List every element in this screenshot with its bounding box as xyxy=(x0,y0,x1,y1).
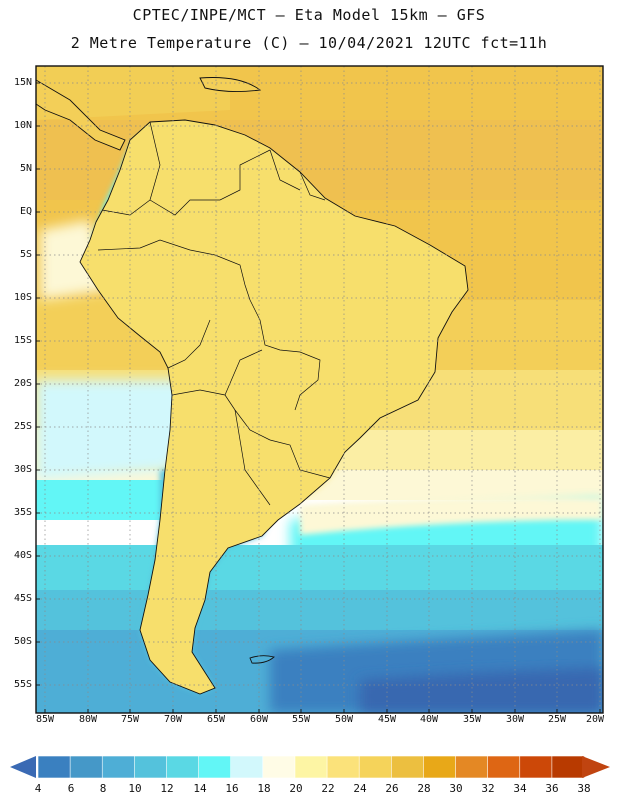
colorbar-swatch xyxy=(455,755,489,779)
colorbar-label: 16 xyxy=(225,782,239,795)
colorbar-swatch xyxy=(101,755,136,779)
colorbar xyxy=(10,755,610,779)
lat-label: 10N xyxy=(13,120,32,131)
colorbar-swatch xyxy=(134,755,168,779)
lat-label: 25S xyxy=(13,421,32,432)
colorbar-label: 10 xyxy=(128,782,142,795)
colorbar-label: 26 xyxy=(385,782,399,795)
lon-label: 60W xyxy=(249,714,269,725)
coastlines xyxy=(36,77,469,695)
title-line-1: CPTEC/INPE/MCT – Eta Model 15km – GFS xyxy=(132,6,486,24)
title-line-2: 2 Metre Temperature (C) – 10/04/2021 12U… xyxy=(70,34,548,52)
country-borders xyxy=(97,121,331,506)
lon-label: 35W xyxy=(462,714,482,725)
lat-label: 20S xyxy=(13,378,32,389)
colorbar-low-arrow xyxy=(10,756,36,778)
colorbar-label: 24 xyxy=(353,782,367,795)
lon-label: 45W xyxy=(377,714,397,725)
colorbar-label: 32 xyxy=(481,782,495,795)
lon-label: 85W xyxy=(35,714,55,725)
lat-label: 5N xyxy=(19,163,32,174)
colorbar-label: 18 xyxy=(257,782,271,795)
lon-label: 75W xyxy=(120,714,140,725)
lon-label: 25W xyxy=(547,714,567,725)
colorbar-label: 6 xyxy=(67,782,75,795)
colorbar-label: 22 xyxy=(321,782,335,795)
colorbar-swatch xyxy=(230,755,264,779)
grid-lines xyxy=(36,66,603,713)
colorbar-label: 20 xyxy=(289,782,303,795)
colorbar-swatch xyxy=(69,755,104,779)
lon-label: 80W xyxy=(78,714,98,725)
lon-label: 20W xyxy=(585,714,605,725)
lat-label: 30S xyxy=(13,464,32,475)
colorbar-swatch xyxy=(326,755,360,779)
colorbar-swatch xyxy=(294,755,328,779)
colorbar-label: 14 xyxy=(193,782,207,795)
colorbar-swatch xyxy=(166,755,200,779)
lat-label: 50S xyxy=(13,636,32,647)
colorbar-swatch xyxy=(358,755,393,779)
lat-label: EQ xyxy=(19,206,32,217)
lat-label: 10S xyxy=(13,292,32,303)
lon-label: 30W xyxy=(505,714,525,725)
colorbar-label: 30 xyxy=(449,782,463,795)
lon-label: 70W xyxy=(163,714,183,725)
colorbar-high-arrow xyxy=(582,756,610,778)
lat-label: 5S xyxy=(19,249,32,260)
colorbar-label: 12 xyxy=(160,782,174,795)
lon-label: 40W xyxy=(419,714,439,725)
colorbar-swatch xyxy=(423,755,457,779)
lat-label: 15S xyxy=(13,335,32,346)
colorbar-label: 4 xyxy=(34,782,42,795)
lat-label: 35S xyxy=(13,507,32,518)
colorbar-label: 36 xyxy=(545,782,559,795)
colorbar-label: 8 xyxy=(99,782,107,795)
colorbar-swatch xyxy=(390,755,425,779)
colorbar-label: 38 xyxy=(577,782,591,795)
colorbar-cells xyxy=(37,755,585,779)
colorbar-swatch xyxy=(519,755,553,779)
lat-label: 55S xyxy=(13,679,32,690)
colorbar-label: 34 xyxy=(513,782,527,795)
lat-label: 40S xyxy=(13,550,32,561)
colorbar-swatch xyxy=(487,755,521,779)
colorbar-swatch xyxy=(262,755,296,779)
lon-label: 65W xyxy=(206,714,226,725)
lat-label: 45S xyxy=(13,593,32,604)
colorbar-swatch xyxy=(198,755,232,779)
colorbar-label: 28 xyxy=(417,782,431,795)
colorbar-swatch xyxy=(37,755,71,779)
lat-label: 15N xyxy=(13,77,32,88)
map-frame xyxy=(35,65,604,714)
lon-label: 50W xyxy=(334,714,354,725)
lon-label: 55W xyxy=(291,714,311,725)
colorbar-swatch xyxy=(551,755,585,779)
